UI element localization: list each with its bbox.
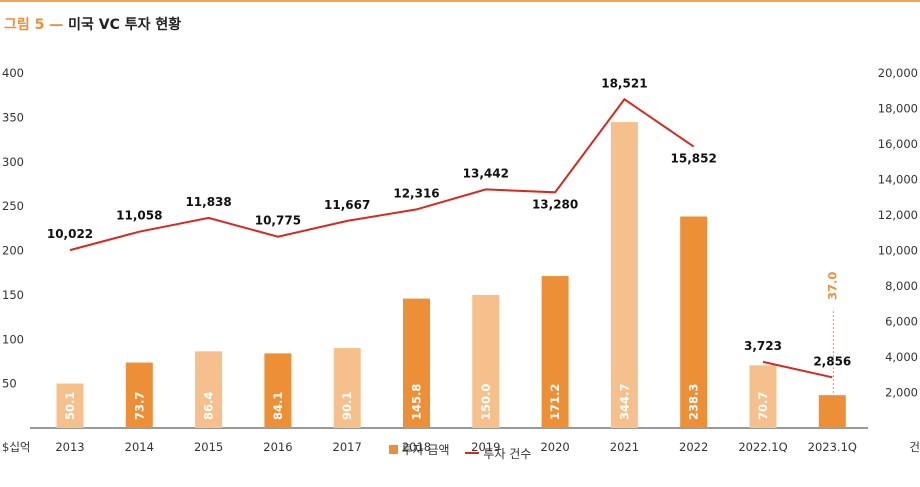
right-tick-label: 6,000 bbox=[885, 315, 918, 329]
bar-value-label: 145.8 bbox=[410, 384, 424, 420]
x-tick-label: 2013 bbox=[55, 440, 84, 454]
bar-value-label: 90.1 bbox=[340, 392, 354, 420]
count-value-label: 12,316 bbox=[393, 186, 439, 200]
x-tick-label: 2017 bbox=[333, 440, 362, 454]
x-tick-label: 2022.1Q bbox=[738, 440, 787, 454]
right-tick-label: 4,000 bbox=[885, 350, 918, 364]
right-tick-label: 18,000 bbox=[878, 102, 918, 116]
x-tick-label: 2015 bbox=[194, 440, 223, 454]
bar-value-label: 150.0 bbox=[479, 384, 493, 420]
bar-value-label: 238.3 bbox=[687, 384, 701, 420]
bar bbox=[125, 362, 153, 428]
bar bbox=[333, 348, 361, 428]
figure-dash: — bbox=[49, 17, 64, 33]
bar-value-label: 73.7 bbox=[132, 392, 146, 420]
count-value-label: 10,022 bbox=[47, 227, 93, 241]
count-value-label: 18,521 bbox=[601, 76, 647, 90]
left-tick-label: 250 bbox=[2, 199, 24, 213]
count-value-label: 2,856 bbox=[813, 354, 851, 368]
legend-item-amount: 투자 금액 bbox=[388, 441, 450, 458]
bar bbox=[749, 365, 777, 428]
left-tick-label: 100 bbox=[2, 332, 24, 346]
x-tick-label: 2020 bbox=[540, 440, 569, 454]
x-tick-label: 2016 bbox=[263, 440, 292, 454]
legend-item-count: 투자 건수 bbox=[465, 445, 531, 462]
left-tick-label: 400 bbox=[2, 66, 24, 80]
left-tick-label: 350 bbox=[2, 110, 24, 124]
bar-value-label: 171.2 bbox=[548, 384, 562, 420]
bar bbox=[610, 122, 638, 429]
bar bbox=[56, 383, 84, 428]
left-tick-label: 150 bbox=[2, 288, 24, 302]
legend-count-label: 투자 건수 bbox=[483, 446, 532, 461]
right-tick-label: 14,000 bbox=[878, 173, 918, 187]
left-axis-unit: $십억 bbox=[2, 440, 30, 454]
bar-value-label: 86.4 bbox=[202, 392, 216, 420]
x-tick-label: 2021 bbox=[610, 440, 639, 454]
left-tick-label: 300 bbox=[2, 155, 24, 169]
bar-value-label: 50.1 bbox=[63, 392, 77, 420]
legend-line-swatch bbox=[465, 452, 480, 454]
right-tick-label: 12,000 bbox=[878, 208, 918, 222]
figure-title-text: 미국 VC 투자 현황 bbox=[68, 17, 182, 33]
count-value-label: 13,280 bbox=[532, 197, 578, 211]
count-value-label: 11,838 bbox=[185, 195, 231, 209]
right-tick-label: 10,000 bbox=[878, 244, 918, 258]
count-line bbox=[762, 360, 833, 379]
count-value-label: 3,723 bbox=[744, 339, 782, 353]
bar-value-label: 84.1 bbox=[271, 392, 285, 420]
right-tick-label: 16,000 bbox=[878, 137, 918, 151]
bar bbox=[472, 294, 500, 428]
x-tick-label: 2022 bbox=[679, 440, 708, 454]
right-axis-unit: 건 bbox=[909, 440, 920, 454]
figure-title: 그림 5 — 미국 VC 투자 현황 bbox=[4, 14, 181, 34]
legend-amount-label: 투자 금액 bbox=[401, 443, 450, 457]
x-tick-label: 2014 bbox=[125, 440, 154, 454]
x-tick-label: 2018 bbox=[402, 440, 431, 454]
left-tick-label: 200 bbox=[2, 244, 24, 258]
right-tick-label: 2,000 bbox=[885, 386, 918, 400]
legend-bar-swatch bbox=[388, 445, 398, 454]
bar bbox=[541, 276, 569, 428]
bar-value-annotation: 37.0 bbox=[825, 272, 839, 300]
count-value-label: 10,775 bbox=[255, 214, 301, 228]
top-rule bbox=[0, 0, 920, 2]
x-tick-label: 2019 bbox=[471, 440, 500, 454]
bar bbox=[264, 353, 292, 428]
bar bbox=[680, 216, 708, 428]
x-tick-label: 2023.1Q bbox=[808, 440, 857, 454]
bar bbox=[195, 351, 223, 428]
count-value-label: 15,852 bbox=[671, 152, 717, 166]
right-tick-label: 8,000 bbox=[885, 279, 918, 293]
right-tick-label: 20,000 bbox=[878, 66, 918, 80]
bar-value-label: 70.7 bbox=[756, 392, 770, 420]
figure-number: 그림 5 bbox=[4, 17, 45, 33]
count-line bbox=[69, 97, 695, 252]
count-value-label: 11,058 bbox=[116, 209, 162, 223]
bar bbox=[403, 298, 430, 428]
bar bbox=[818, 395, 846, 428]
count-value-label: 11,667 bbox=[324, 198, 370, 212]
count-value-label: 13,442 bbox=[463, 166, 509, 180]
bar-value-label: 344.7 bbox=[617, 384, 631, 420]
legend: 투자 금액 투자 건수 bbox=[0, 441, 920, 462]
left-tick-label: 50 bbox=[2, 377, 17, 391]
